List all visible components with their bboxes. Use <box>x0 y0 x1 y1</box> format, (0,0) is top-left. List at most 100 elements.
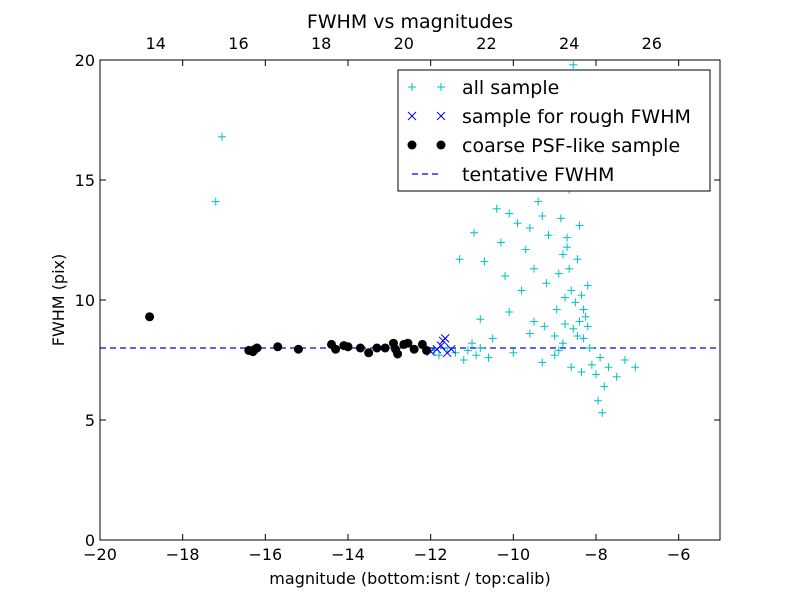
top-x-tick-label: 14 <box>146 34 166 53</box>
data-point <box>403 338 413 348</box>
top-x-tick-label: 18 <box>311 34 331 53</box>
data-point <box>534 197 543 206</box>
legend-entry: tentative FWHM <box>412 164 614 186</box>
data-point <box>293 344 303 354</box>
data-point <box>592 370 600 379</box>
data-point <box>540 322 549 331</box>
data-point <box>380 343 390 353</box>
data-point <box>364 348 374 358</box>
data-point <box>468 339 476 348</box>
data-point <box>476 315 485 324</box>
legend-label: coarse PSF-like sample <box>462 135 680 157</box>
data-point <box>550 332 559 340</box>
y-tick-label: 10 <box>75 291 95 310</box>
chart-title: FWHM vs magnitudes <box>307 11 513 33</box>
data-point <box>563 243 572 252</box>
y-axis-label: FWHM (pix) <box>49 254 68 347</box>
data-point <box>563 233 572 242</box>
data-point <box>501 272 510 280</box>
legend-label: all sample <box>462 77 559 99</box>
data-point <box>571 298 580 307</box>
data-point <box>509 348 518 357</box>
data-point <box>600 382 609 391</box>
data-point <box>544 231 553 240</box>
data-point <box>355 343 365 353</box>
data-point <box>579 334 588 343</box>
legend-entry: sample for rough FWHM <box>407 106 691 128</box>
legend: all sample sample for rough FWHM coarse PS… <box>397 69 711 192</box>
data-point <box>581 312 590 321</box>
data-point <box>554 346 563 355</box>
x-tick-label: −18 <box>166 545 200 564</box>
data-point <box>620 356 629 364</box>
y-tick-label: 20 <box>75 51 95 70</box>
x-tick-label: −12 <box>414 545 448 564</box>
data-point <box>552 305 561 314</box>
data-marks <box>100 60 720 417</box>
data-point <box>455 255 464 264</box>
data-point <box>492 204 501 213</box>
data-point <box>538 212 547 220</box>
data-point <box>567 363 576 372</box>
data-point <box>488 334 497 343</box>
legend-box <box>397 69 711 192</box>
data-point <box>561 293 569 302</box>
y-tick-label: 0 <box>85 531 95 550</box>
data-point <box>575 317 584 326</box>
data-point <box>577 368 586 376</box>
data-point <box>577 291 586 300</box>
data-point <box>496 238 505 247</box>
data-point <box>436 341 446 350</box>
legend-marker <box>407 140 417 150</box>
data-point <box>517 286 526 295</box>
legend-marker <box>407 111 417 121</box>
top-x-tick-label: 20 <box>394 34 414 53</box>
data-point <box>459 356 468 364</box>
data-point <box>440 334 450 343</box>
data-point <box>343 342 353 352</box>
legend-marker <box>437 83 445 91</box>
data-point <box>567 286 576 295</box>
data-point <box>472 351 481 360</box>
data-point <box>556 214 565 223</box>
legend-marker <box>436 111 446 121</box>
data-point <box>631 363 640 372</box>
data-point <box>558 339 567 348</box>
top-x-axis-ticks: 14 16 18 20 22 24 26 <box>146 34 662 53</box>
data-point <box>558 250 567 259</box>
data-point <box>604 363 613 372</box>
legend-marker <box>408 83 416 91</box>
top-x-tick-label: 26 <box>642 34 662 53</box>
x-axis-label: magnitude (bottom:isnt / top:calib) <box>269 569 550 588</box>
top-x-tick-label: 24 <box>559 34 579 53</box>
data-point <box>530 317 538 326</box>
data-point <box>393 349 403 359</box>
data-point <box>505 308 514 316</box>
data-point <box>612 372 621 381</box>
data-point <box>583 281 592 290</box>
data-point <box>573 332 582 340</box>
data-point <box>575 221 584 230</box>
data-point <box>372 343 382 353</box>
data-point <box>525 224 534 232</box>
data-point <box>598 408 607 417</box>
data-point <box>573 255 582 264</box>
legend-label: tentative FWHM <box>462 164 614 186</box>
data-point <box>273 342 283 352</box>
legend-entry: all sample <box>408 77 559 99</box>
y-axis-ticks: 0 5 10 15 20 <box>75 51 720 550</box>
x-axis-ticks: −20 −18 −16 −14 −12 −10 −8 −6 <box>83 60 690 564</box>
data-point <box>331 344 341 354</box>
data-point <box>480 257 489 266</box>
data-point <box>252 343 262 353</box>
legend-entry: coarse PSF-like sample <box>407 135 680 157</box>
data-point <box>561 320 569 328</box>
data-point <box>521 245 530 254</box>
data-point <box>550 351 559 360</box>
data-point <box>525 329 534 338</box>
x-tick-label: −14 <box>331 545 365 564</box>
data-point <box>476 344 485 352</box>
data-point <box>446 344 456 354</box>
data-point <box>530 264 538 273</box>
data-point <box>211 197 220 206</box>
